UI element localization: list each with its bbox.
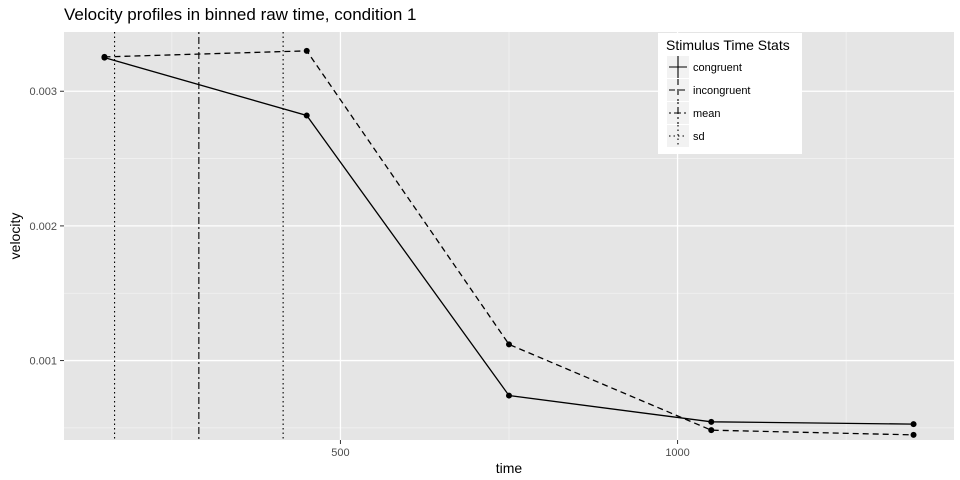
data-point-incongruent — [303, 47, 310, 54]
y-tick-label: 0.001 — [29, 356, 57, 368]
legend-label-congruent: congruent — [693, 62, 742, 74]
data-point-congruent — [910, 421, 917, 428]
y-axis-title: velocity — [7, 213, 23, 260]
data-point-incongruent — [506, 341, 512, 348]
data-point-congruent — [708, 418, 715, 425]
x-tick-label: 500 — [331, 447, 349, 459]
legend-title: Stimulus Time Stats — [666, 37, 790, 53]
legend-label-incongruent: incongruent — [693, 85, 751, 97]
series-line-incongruent — [104, 50, 914, 436]
x-axis-title: time — [496, 460, 523, 476]
data-point-congruent — [303, 112, 310, 119]
data-point-incongruent — [910, 431, 917, 438]
legend-label-sd: sd — [693, 131, 705, 143]
legend: Stimulus Time Stats congruent incongruent… — [658, 33, 802, 154]
data-point-incongruent — [101, 53, 108, 60]
data-point-congruent — [506, 392, 512, 399]
legend-label-mean: mean — [693, 108, 721, 120]
y-tick-label: 0.002 — [29, 221, 57, 233]
chart-title: Velocity profiles in binned raw time, co… — [64, 5, 416, 24]
y-tick-label: 0.003 — [29, 86, 57, 98]
x-tick-label: 1000 — [665, 447, 689, 459]
data-point-incongruent — [708, 427, 715, 434]
